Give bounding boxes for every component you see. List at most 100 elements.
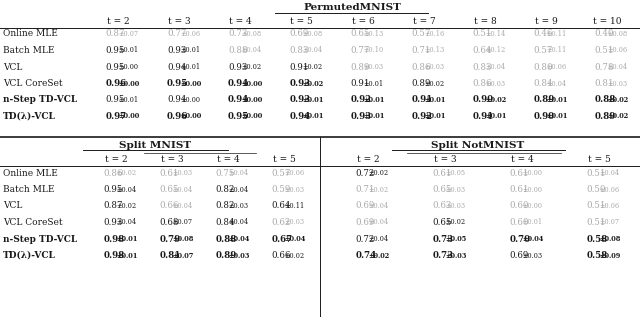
Text: 0.51: 0.51: [595, 46, 614, 55]
Text: 0.88: 0.88: [228, 46, 248, 55]
Text: 0.79: 0.79: [159, 235, 180, 243]
Text: ±0.04: ±0.04: [228, 218, 248, 227]
Text: 0.70: 0.70: [510, 235, 531, 243]
Text: ±0.04: ±0.04: [369, 202, 389, 210]
Text: ±0.04: ±0.04: [228, 185, 248, 193]
Text: 0.89: 0.89: [595, 112, 616, 121]
Text: ±0.02: ±0.02: [284, 251, 305, 260]
Text: 0.64: 0.64: [271, 202, 291, 210]
Text: 0.69: 0.69: [510, 251, 529, 260]
Text: t = 2: t = 2: [105, 154, 127, 164]
Text: ±0.06: ±0.06: [600, 185, 620, 193]
Text: 0.71: 0.71: [412, 46, 431, 55]
Text: ±0.03: ±0.03: [445, 251, 467, 260]
Text: ±0.04: ±0.04: [600, 169, 620, 177]
Text: ±0.04: ±0.04: [241, 47, 261, 55]
Text: t = 10: t = 10: [593, 16, 621, 25]
Text: 0.89: 0.89: [412, 79, 431, 88]
Text: ±0.07: ±0.07: [600, 218, 620, 227]
Text: ±0.00: ±0.00: [523, 202, 543, 210]
Text: 0.62: 0.62: [271, 218, 291, 227]
Text: ±0.01: ±0.01: [180, 47, 200, 55]
Text: Batch MLE: Batch MLE: [3, 46, 54, 55]
Text: Split MNIST: Split MNIST: [119, 140, 191, 150]
Text: 0.93: 0.93: [350, 112, 371, 121]
Text: ±0.01: ±0.01: [119, 47, 139, 55]
Text: ±0.12: ±0.12: [485, 47, 506, 55]
Text: 0.40: 0.40: [595, 29, 614, 38]
Text: 0.61: 0.61: [159, 169, 179, 178]
Text: 0.86: 0.86: [103, 169, 123, 178]
Text: 0.89: 0.89: [534, 95, 555, 105]
Text: ±0.04: ±0.04: [369, 218, 389, 227]
Text: ±0.11: ±0.11: [284, 202, 305, 210]
Text: 0.72: 0.72: [356, 235, 375, 243]
Text: 0.59: 0.59: [271, 185, 291, 194]
Text: t = 4: t = 4: [216, 154, 239, 164]
Text: ±0.04: ±0.04: [369, 235, 389, 243]
Text: ±0.03: ±0.03: [284, 185, 305, 193]
Text: n-Step TD-VCL: n-Step TD-VCL: [3, 235, 77, 243]
Text: 0.93: 0.93: [289, 79, 310, 88]
Text: ±0.01: ±0.01: [364, 80, 383, 87]
Text: 0.93: 0.93: [103, 218, 123, 227]
Text: 0.66: 0.66: [159, 202, 179, 210]
Text: 0.81: 0.81: [595, 79, 614, 88]
Text: 0.86: 0.86: [412, 62, 431, 72]
Text: 0.94: 0.94: [228, 79, 250, 88]
Text: ±0.07: ±0.07: [119, 30, 139, 38]
Text: ±0.08: ±0.08: [607, 30, 628, 38]
Text: 0.65: 0.65: [350, 29, 370, 38]
Text: 0.94: 0.94: [289, 112, 310, 121]
Text: t = 4: t = 4: [511, 154, 534, 164]
Text: ±0.03: ±0.03: [284, 218, 305, 227]
Text: ±0.01: ±0.01: [116, 251, 138, 260]
Text: ±0.03: ±0.03: [523, 251, 543, 260]
Text: 0.51: 0.51: [587, 202, 606, 210]
Text: ±0.02: ±0.02: [369, 169, 389, 177]
Text: ±0.02: ±0.02: [302, 63, 322, 71]
Text: ±0.02: ±0.02: [302, 80, 323, 87]
Text: 0.64: 0.64: [472, 46, 492, 55]
Text: ±0.14: ±0.14: [485, 30, 506, 38]
Text: 0.57: 0.57: [271, 169, 291, 178]
Text: 0.75: 0.75: [215, 169, 235, 178]
Text: ±0.04: ±0.04: [172, 202, 193, 210]
Text: 0.91: 0.91: [350, 79, 370, 88]
Text: 0.88: 0.88: [215, 235, 237, 243]
Text: ±0.08: ±0.08: [302, 30, 322, 38]
Text: 0.67: 0.67: [271, 235, 292, 243]
Text: ±0.01: ±0.01: [119, 96, 139, 104]
Text: ±0.00: ±0.00: [180, 96, 200, 104]
Text: ±0.01: ±0.01: [424, 113, 446, 120]
Text: ±0.00: ±0.00: [180, 113, 201, 120]
Text: t = 7: t = 7: [413, 16, 435, 25]
Text: ±0.03: ±0.03: [228, 251, 250, 260]
Text: 0.65: 0.65: [159, 185, 179, 194]
Text: ±0.10: ±0.10: [364, 47, 383, 55]
Text: 0.95: 0.95: [167, 79, 188, 88]
Text: ±0.07: ±0.07: [172, 251, 193, 260]
Text: ±0.08: ±0.08: [600, 235, 621, 243]
Text: 0.74: 0.74: [356, 251, 377, 260]
Text: 0.78: 0.78: [595, 62, 614, 72]
Text: 0.69: 0.69: [356, 218, 375, 227]
Text: ±0.02: ±0.02: [241, 63, 261, 71]
Text: 0.95: 0.95: [228, 112, 249, 121]
Text: 0.57: 0.57: [534, 46, 553, 55]
Text: ±0.01: ±0.01: [364, 96, 385, 104]
Text: ±0.01: ±0.01: [364, 113, 385, 120]
Text: 0.88: 0.88: [595, 95, 616, 105]
Text: 0.87: 0.87: [106, 29, 125, 38]
Text: 0.80: 0.80: [534, 62, 553, 72]
Text: VCL: VCL: [3, 62, 22, 72]
Text: ±0.02: ±0.02: [424, 80, 444, 87]
Text: 0.96: 0.96: [106, 79, 127, 88]
Text: ±0.04: ±0.04: [228, 235, 250, 243]
Text: 0.93: 0.93: [167, 46, 186, 55]
Text: 0.95: 0.95: [103, 185, 123, 194]
Text: ±0.04: ±0.04: [302, 47, 323, 55]
Text: ±0.04: ±0.04: [523, 235, 544, 243]
Text: VCL: VCL: [3, 202, 22, 210]
Text: ±0.13: ±0.13: [424, 47, 445, 55]
